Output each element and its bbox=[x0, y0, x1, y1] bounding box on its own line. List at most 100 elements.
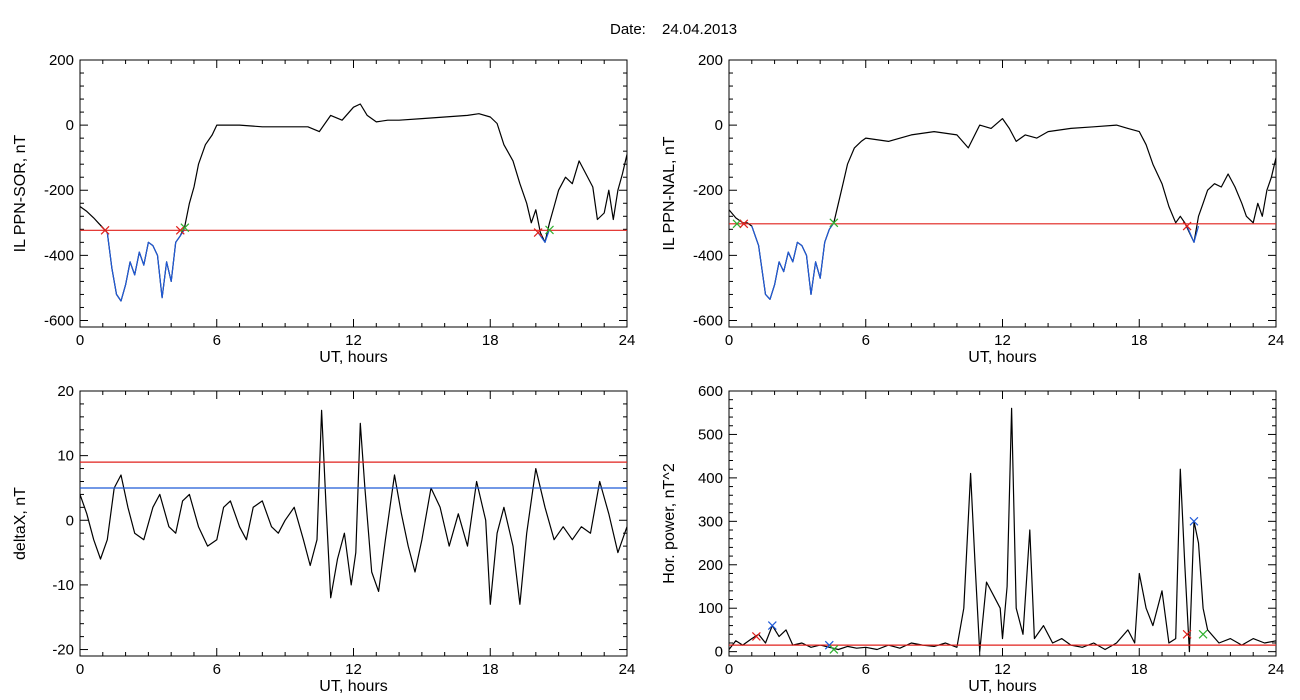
x-tick-label: 24 bbox=[1268, 332, 1285, 349]
y-tick-label: 10 bbox=[57, 448, 74, 465]
x-tick-label: 12 bbox=[994, 661, 1011, 678]
marker-stroke bbox=[533, 228, 543, 237]
x-tick-label: 18 bbox=[482, 661, 499, 678]
y-tick-label: 100 bbox=[698, 600, 723, 617]
marker-green-1 bbox=[732, 219, 742, 229]
x-axis-label: UT, hours bbox=[319, 678, 387, 695]
x-tick-label: 12 bbox=[345, 661, 362, 678]
y-tick-label: 0 bbox=[715, 117, 723, 134]
series-trace-1 bbox=[79, 103, 628, 302]
marker-green-3 bbox=[180, 223, 190, 233]
date-label: Date: bbox=[610, 21, 646, 38]
plot-frame bbox=[79, 390, 628, 657]
marker-stroke bbox=[1198, 629, 1208, 639]
y-axis-label: IL PPN-SOR, nT bbox=[12, 134, 29, 252]
marker-red-2 bbox=[175, 225, 185, 235]
series-trace-1 bbox=[79, 409, 628, 605]
y-tick-label: -400 bbox=[693, 247, 723, 264]
marker-stroke bbox=[824, 640, 834, 650]
series-trace-1 bbox=[728, 407, 1277, 653]
x-tick-label: 24 bbox=[619, 661, 636, 678]
x-tick-label: 18 bbox=[1131, 332, 1148, 349]
figure-title: Date: 24.04.2013 bbox=[610, 21, 737, 38]
x-tick-label: 6 bbox=[213, 332, 221, 349]
marker-stroke bbox=[829, 218, 839, 228]
marker-stroke bbox=[1189, 516, 1199, 526]
x-tick-label: 12 bbox=[345, 332, 362, 349]
chart-panel-2: 0 6 12 18 24 -600 -400 -200 0 200 UT, hours IL PPN-… bbox=[661, 52, 1284, 366]
marker-blue-2 bbox=[767, 621, 777, 631]
x-tick-label: 18 bbox=[1131, 661, 1148, 678]
marker-red-2 bbox=[739, 219, 749, 229]
marker-stroke bbox=[175, 225, 185, 235]
y-axis-label: IL PPN-NAL, nT bbox=[661, 136, 678, 250]
x-tick-label: 0 bbox=[76, 661, 84, 678]
x-tick-label: 0 bbox=[76, 332, 84, 349]
y-axis-label: Hor. power, nT^2 bbox=[661, 463, 678, 584]
x-axis-label: UT, hours bbox=[968, 349, 1036, 366]
marker-blue-6 bbox=[1189, 516, 1199, 526]
x-axis-label: UT, hours bbox=[968, 678, 1036, 695]
marker-red-4 bbox=[1182, 221, 1192, 231]
x-tick-label: 6 bbox=[862, 332, 870, 349]
y-tick-label: 200 bbox=[49, 52, 74, 69]
y-tick-label: -10 bbox=[52, 577, 74, 594]
x-tick-label: 0 bbox=[725, 661, 733, 678]
marker-red-5 bbox=[1182, 629, 1192, 639]
marker-stroke bbox=[829, 645, 839, 654]
x-tick-label: 24 bbox=[619, 332, 636, 349]
y-tick-label: 600 bbox=[698, 383, 723, 400]
plot-frame bbox=[79, 59, 628, 328]
marker-stroke bbox=[545, 225, 554, 235]
y-tick-label: 200 bbox=[698, 52, 723, 69]
y-tick-label: 500 bbox=[698, 426, 723, 443]
marker-stroke bbox=[100, 225, 110, 235]
y-axis-label: deltaX, nT bbox=[12, 487, 29, 560]
x-tick-label: 6 bbox=[862, 661, 870, 678]
x-tick-label: 0 bbox=[725, 332, 733, 349]
marker-stroke bbox=[732, 219, 742, 229]
y-tick-label: -20 bbox=[52, 642, 74, 659]
marker-green-4 bbox=[829, 645, 839, 654]
marker-stroke bbox=[1182, 629, 1192, 639]
y-tick-label: -400 bbox=[44, 247, 74, 264]
y-tick-label: 20 bbox=[57, 383, 74, 400]
marker-stroke bbox=[180, 223, 190, 233]
x-tick-label: 24 bbox=[1268, 661, 1285, 678]
y-tick-label: 400 bbox=[698, 470, 723, 487]
x-axis-label: UT, hours bbox=[319, 349, 387, 366]
y-tick-label: -200 bbox=[44, 182, 74, 199]
marker-green-7 bbox=[1198, 629, 1208, 639]
chart-panel-4: 0 6 12 18 24 0 100 200 300 400 500 600 UT, hours Hor.… bbox=[661, 383, 1284, 695]
marker-red-1 bbox=[751, 632, 761, 641]
plot-frame bbox=[728, 59, 1277, 328]
y-tick-label: 0 bbox=[66, 117, 74, 134]
marker-red-1 bbox=[100, 225, 110, 235]
marker-green-3 bbox=[829, 218, 839, 228]
date-value: 24.04.2013 bbox=[662, 21, 737, 38]
y-tick-label: -200 bbox=[693, 182, 723, 199]
y-tick-label: -600 bbox=[693, 312, 723, 329]
marker-green-5 bbox=[545, 225, 554, 235]
series-highlight-2 bbox=[106, 228, 186, 302]
chart-panel-1: 0 6 12 18 24 -600 -400 -200 0 200 UT, hours IL PPN-… bbox=[12, 52, 635, 366]
chart-panel-3: 0 6 12 18 24 -20 -10 0 10 20 UT, hours deltaX, nT bbox=[12, 383, 635, 695]
x-tick-label: 12 bbox=[994, 332, 1011, 349]
series-highlight-2 bbox=[751, 222, 835, 300]
marker-stroke bbox=[767, 621, 777, 631]
y-tick-label: -600 bbox=[44, 312, 74, 329]
marker-stroke bbox=[751, 632, 761, 641]
y-tick-label: 0 bbox=[66, 512, 74, 529]
series-highlight-3 bbox=[537, 229, 551, 243]
y-tick-label: 200 bbox=[698, 557, 723, 574]
x-tick-label: 6 bbox=[213, 661, 221, 678]
y-tick-label: 300 bbox=[698, 513, 723, 530]
y-tick-label: 0 bbox=[715, 644, 723, 661]
series-highlight-3 bbox=[1186, 225, 1200, 243]
marker-stroke bbox=[739, 219, 749, 229]
marker-red-4 bbox=[533, 228, 543, 237]
series-trace-1 bbox=[728, 117, 1277, 300]
x-tick-label: 18 bbox=[482, 332, 499, 349]
